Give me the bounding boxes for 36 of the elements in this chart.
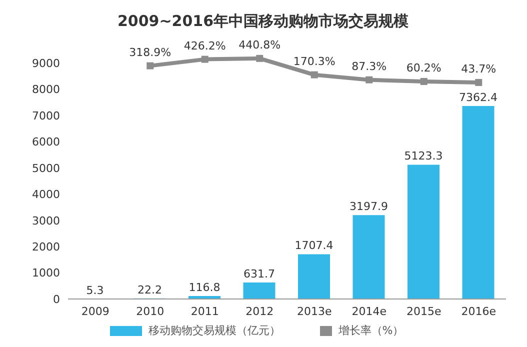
y-tick-label: 6000 — [32, 136, 60, 149]
x-tick-label: 2009 — [81, 304, 110, 318]
y-tick-label: 4000 — [32, 188, 60, 202]
y-tick-label: 3000 — [32, 214, 60, 228]
data-label: 426.2% — [184, 39, 226, 52]
y-tick-label: 7000 — [32, 109, 60, 122]
legend-label: 移动购物交易规模（亿元） — [147, 323, 280, 338]
y-tick-label: 2000 — [32, 240, 60, 254]
y-tick-label: 9000 — [32, 57, 60, 70]
data-label: 3197.9 — [350, 200, 388, 214]
data-label: 440.8% — [238, 38, 281, 52]
x-tick-label: 2015e — [406, 304, 442, 318]
data-label: 170.3% — [293, 54, 336, 68]
x-tick-label: 2013e — [296, 304, 332, 318]
x-tick-label: 2012 — [246, 304, 274, 318]
data-label: 87.3% — [352, 60, 387, 73]
data-label: 1707.4 — [294, 239, 334, 252]
y-tick-label: 8000 — [32, 83, 60, 96]
data-label: 5.3 — [86, 284, 104, 297]
data-label: 116.8 — [188, 280, 220, 294]
x-tick-label: 2011 — [190, 304, 219, 318]
y-tick-label: 1000 — [32, 266, 60, 280]
data-label: 631.7 — [244, 267, 275, 280]
data-label: 318.9% — [129, 46, 172, 59]
data-label: 43.7% — [461, 62, 496, 76]
legend-label: 增长率（%） — [337, 323, 404, 338]
x-tick-label: 2014e — [352, 304, 387, 318]
data-label: 22.2 — [138, 283, 162, 296]
data-label: 5123.3 — [404, 150, 443, 163]
y-tick-label: 5000 — [32, 162, 60, 175]
data-label: 60.2% — [406, 61, 442, 74]
x-tick-label: 2010 — [136, 304, 164, 318]
chart-title: 2009~2016年中国移动购物市场交易规模 — [116, 11, 410, 32]
x-tick-label: 2016e — [461, 304, 496, 318]
y-tick-label: 0 — [53, 292, 60, 306]
data-label: 7362.4 — [459, 91, 498, 104]
